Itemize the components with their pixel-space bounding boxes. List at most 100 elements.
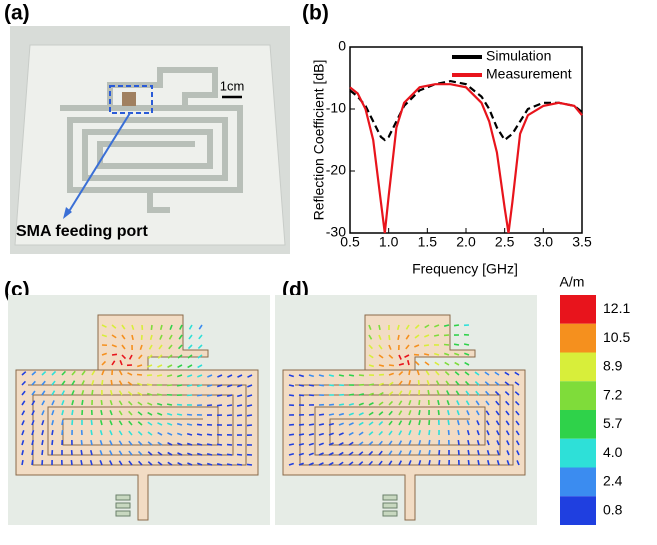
current-arrow [52,440,53,445]
scale-label: 1cm [220,78,245,93]
current-arrow [42,450,43,455]
current-arrow [237,454,242,455]
current-arrow [247,405,252,406]
current-arrow [82,400,83,405]
current-arrow [299,395,304,396]
current-arrow [429,430,430,435]
current-arrow [468,450,469,455]
colorbar-label: 10.5 [603,329,630,345]
current-arrow [448,420,449,425]
current-arrow [299,385,304,386]
colorbar-label: 12.1 [603,300,630,316]
x-tick-label: 1.0 [379,234,399,250]
current-arrow [464,344,469,345]
panel-label: (b) [302,2,329,25]
current-arrow [329,385,334,386]
current-arrow [237,415,242,416]
current-arrow [438,400,439,405]
current-arrow [247,425,252,426]
colorbar-label: 4.0 [603,444,623,460]
current-arrow [389,365,394,366]
current-arrow [319,414,324,415]
current-arrow [112,354,117,355]
sma-connector [122,92,136,106]
colorbar-label: 8.9 [603,358,623,374]
series-line [350,84,582,233]
current-arrow [227,454,232,455]
colorbar-label: 2.4 [603,473,623,489]
current-arrow [319,385,324,386]
current-arrow [309,385,314,386]
current-arrow [72,410,73,415]
current-arrow [439,460,440,465]
current-arrow [167,404,172,405]
colorbar-label: 7.2 [603,386,623,402]
x-tick-label: 2.5 [495,234,515,250]
current-arrow [448,430,449,435]
x-tick-label: 3.5 [572,234,592,250]
current-arrow [71,460,72,465]
current-arrow [81,460,82,465]
current-arrow [217,454,222,455]
legend-label: Simulation [486,48,551,64]
current-arrow [458,430,459,435]
current-arrow [247,464,252,465]
current-arrow [187,424,192,425]
current-arrow [227,405,232,406]
current-arrow [227,415,232,416]
current-arrow [429,440,430,445]
current-arrow [299,434,304,435]
current-arrow [454,344,459,345]
legend-label: Measurement [486,66,572,82]
colorbar-label: 0.8 [603,501,623,517]
current-arrow [237,464,242,465]
y-tick-label: 0 [338,38,346,54]
current-arrow [237,405,242,406]
current-arrow [444,344,449,345]
current-arrow [207,444,212,445]
current-arrow [217,395,222,396]
current-arrow [309,424,314,425]
current-arrow [299,424,304,425]
current-arrow [429,460,430,465]
current-arrow [289,395,294,396]
current-arrow [197,424,202,425]
current-arrow [177,414,182,415]
current-arrow [424,345,429,346]
colorbar-swatch [560,353,596,382]
current-arrow [91,420,92,425]
current-arrow [187,414,192,415]
pad [383,503,397,508]
current-arrow [454,325,459,326]
current-arrow [92,390,93,395]
current-arrow [197,434,202,435]
current-arrow [22,460,23,465]
current-arrow [329,375,334,376]
current-arrow [478,450,479,455]
x-tick-label: 1.5 [418,234,438,250]
current-arrow [102,380,103,385]
current-arrow [101,410,102,415]
current-arrow [187,395,192,396]
current-arrow [197,395,202,396]
current-arrow [478,460,479,465]
current-arrow [157,375,162,376]
current-arrow [32,460,33,465]
current-arrow [339,404,344,405]
current-arrow [111,380,112,385]
x-axis-label: Frequency [GHz] [412,261,518,277]
x-tick-label: 3.0 [534,234,554,250]
current-arrow [62,430,63,435]
current-arrow [227,464,232,465]
y-tick-label: -20 [326,162,346,178]
current-arrow [329,414,334,415]
current-arrow [419,400,420,405]
current-arrow [349,375,354,376]
field-plot [8,295,270,525]
current-arrow [187,385,192,386]
current-arrow [101,400,102,405]
current-arrow [339,375,344,376]
colorbar-unit: A/m [560,274,585,290]
colorbar-swatch [560,496,596,525]
panel-label: (a) [4,2,30,25]
